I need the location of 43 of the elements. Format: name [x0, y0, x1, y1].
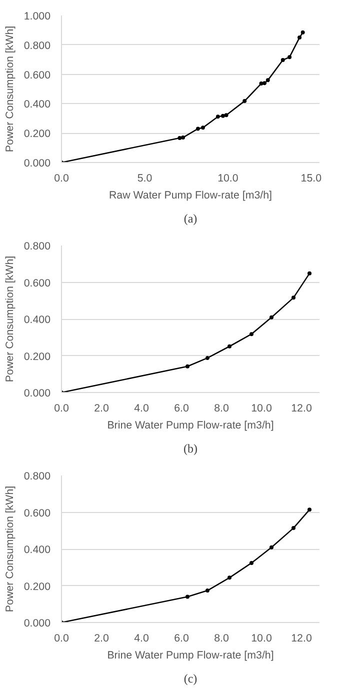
x-tick-label: 2.0 — [94, 402, 109, 414]
y-tick-label: 1.000 — [24, 10, 51, 22]
text: (a) — [184, 212, 198, 226]
y-tick-label: 0.600 — [24, 277, 51, 290]
y-tick-label: 0.800 — [24, 470, 51, 482]
x-tick-label: 0.0 — [54, 632, 69, 644]
y-axis-title: Power Consumption [kWh] — [4, 256, 16, 382]
x-tick-label: 0.0 — [54, 402, 69, 414]
x-tick-label: 6.0 — [174, 402, 189, 414]
y-tick-label: 0.600 — [24, 507, 51, 520]
y-tick-label: 0.000 — [24, 158, 51, 170]
x-tick-label: 4.0 — [134, 402, 149, 414]
x-tick-label: 10.0 — [218, 172, 238, 184]
y-tick-label: 0.400 — [24, 314, 51, 326]
y-axis-title: Power Consumption [kWh] — [4, 26, 16, 152]
y-axis-title: Power Consumption [kWh] — [4, 486, 16, 612]
x-tick-label: 5.0 — [137, 172, 152, 184]
x-tick-label: 0.0 — [54, 172, 69, 184]
x-tick-label: 12.0 — [291, 632, 312, 644]
y-tick-label: 0.800 — [24, 240, 51, 252]
x-tick-label: 8.0 — [214, 632, 229, 644]
y-tick-label: 0.200 — [24, 350, 51, 363]
y-tick-label: 0.000 — [24, 388, 51, 400]
y-tick-label: 0.200 — [24, 128, 51, 140]
x-tick-label: 8.0 — [214, 402, 229, 414]
y-tick-label: 0.600 — [24, 69, 51, 82]
x-axis-title: Brine Water Pump Flow-rate [m3/h] — [107, 420, 274, 432]
x-tick-label: 10.0 — [251, 632, 272, 644]
text: (c) — [184, 672, 198, 686]
y-tick-label: 0.800 — [24, 40, 51, 52]
x-axis-title: Raw Water Pump Flow-rate [m3/h] — [108, 190, 272, 202]
x-tick-label: 2.0 — [94, 632, 109, 644]
x-tick-label: 12.0 — [291, 402, 312, 414]
y-tick-label: 0.200 — [24, 580, 51, 593]
x-tick-label: 15.0 — [300, 172, 322, 184]
x-tick-label: 4.0 — [134, 632, 149, 644]
y-tick-label: 0.400 — [24, 544, 51, 556]
y-tick-label: 0.000 — [24, 618, 51, 630]
x-tick-label: 6.0 — [174, 632, 189, 644]
x-axis-title: Brine Water Pump Flow-rate [m3/h] — [107, 650, 274, 662]
y-tick-label: 0.400 — [24, 98, 51, 111]
x-tick-label: 10.0 — [251, 402, 272, 414]
text: (b) — [184, 442, 198, 456]
